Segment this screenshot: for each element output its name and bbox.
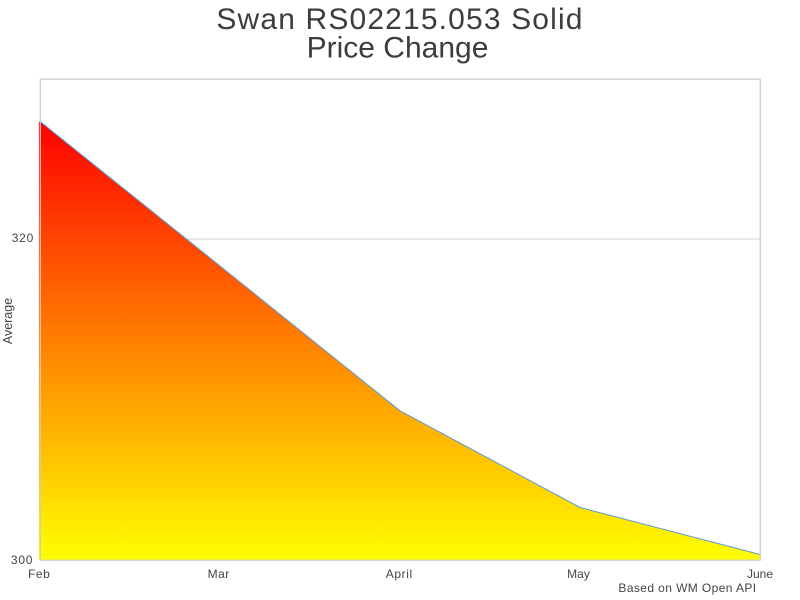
- svg-text:300: 300: [11, 553, 33, 567]
- svg-text:Average: Average: [1, 298, 15, 344]
- svg-text:June: June: [747, 567, 773, 581]
- svg-text:Price Change: Price Change: [307, 32, 489, 65]
- svg-text:320: 320: [12, 231, 34, 245]
- svg-text:April: April: [386, 567, 413, 581]
- svg-text:Feb: Feb: [28, 567, 50, 581]
- svg-text:Swan RS02215.053 Solid: Swan RS02215.053 Solid: [216, 3, 583, 36]
- svg-text:May: May: [567, 567, 590, 581]
- svg-text:Mar: Mar: [208, 567, 230, 581]
- svg-text:Based on WM Open API: Based on WM Open API: [618, 581, 756, 595]
